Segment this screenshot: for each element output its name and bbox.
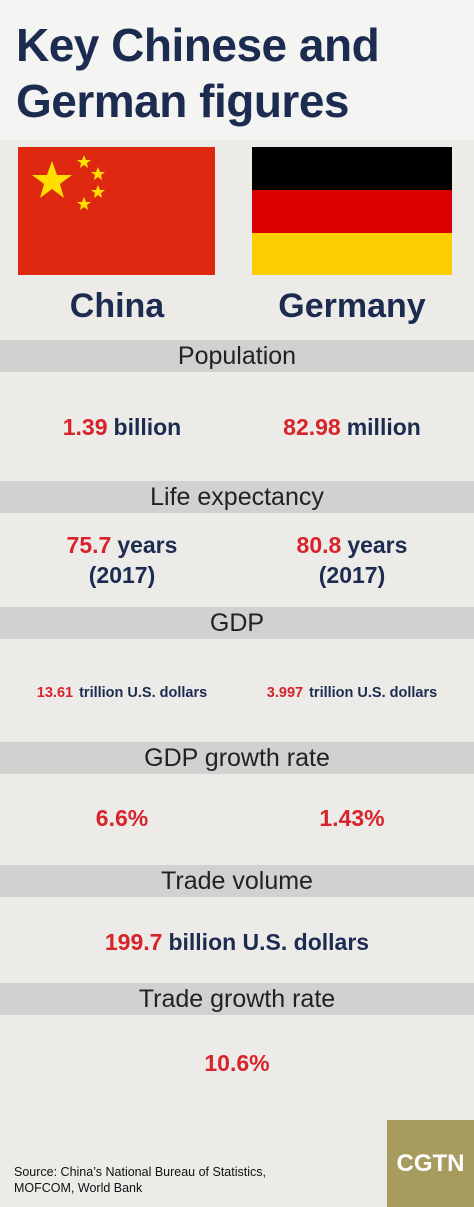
value-unit: trillion U.S. dollars — [79, 685, 208, 701]
value-line: 80.8 years — [230, 530, 474, 560]
value-unit: years — [347, 532, 408, 558]
value-note: (2017) — [318, 562, 386, 588]
logo: CGTN — [387, 1120, 474, 1207]
value: 1.39 billion — [0, 412, 244, 442]
value-unit: million — [346, 414, 421, 440]
value-unit: trillion U.S. dollars — [309, 685, 438, 701]
section-band — [0, 865, 474, 897]
section-band — [0, 340, 474, 372]
china-flag — [18, 147, 215, 275]
section-label: GDP — [209, 609, 265, 637]
value-line: 1.43% — [230, 803, 474, 833]
value: 6.6% — [0, 803, 244, 833]
value-unit: billion U.S. dollars — [168, 929, 370, 955]
source: MOFCOM, World Bank — [14, 1181, 143, 1195]
value-number: 13.61 — [36, 685, 74, 701]
value-line: 199.7 billion U.S. dollars — [0, 927, 474, 957]
value-number: 10.6% — [204, 1050, 270, 1076]
value-number: 199.7 — [104, 929, 163, 955]
value-line: 13.61 trillion U.S. dollars — [0, 678, 244, 708]
value-note: (2017) — [88, 562, 156, 588]
country-label: China — [69, 287, 165, 325]
section-band — [0, 481, 474, 513]
country-label: Germany — [278, 287, 426, 325]
title: Key Chinese and — [16, 19, 380, 71]
value-line: 82.98 million — [230, 412, 474, 442]
value: 199.7 billion U.S. dollars — [0, 927, 474, 957]
value: 13.61 trillion U.S. dollars — [0, 678, 244, 708]
value: 80.8 years (2017) — [230, 530, 474, 590]
section-label: Trade volume — [161, 867, 313, 895]
value-unit: billion — [113, 414, 182, 440]
value: 82.98 million — [230, 412, 474, 442]
value-line: 3.997 trillion U.S. dollars — [230, 678, 474, 708]
value-line: 6.6% — [0, 803, 244, 833]
title-block: Key Chinese and German figures — [0, 0, 474, 140]
section-label: Trade growth rate — [138, 985, 336, 1013]
source: Source: China’s National Bureau of Stati… — [14, 1165, 266, 1179]
value: 1.43% — [230, 803, 474, 833]
germany-flag — [252, 147, 452, 275]
section-band — [0, 983, 474, 1015]
value-number: 1.39 — [62, 414, 108, 440]
value-number: 3.997 — [266, 685, 304, 701]
value: 10.6% — [0, 1048, 474, 1078]
value-number: 6.6% — [95, 805, 149, 831]
section-band — [0, 607, 474, 639]
section-band — [0, 742, 474, 774]
value: 75.7 years (2017) — [0, 530, 244, 590]
value-line: 75.7 years — [0, 530, 244, 560]
value-number: 82.98 — [283, 414, 341, 440]
section-label: GDP growth rate — [144, 744, 330, 772]
section-label: Life expectancy — [150, 483, 324, 511]
value: 3.997 trillion U.S. dollars — [230, 678, 474, 708]
value-line: 1.39 billion — [0, 412, 244, 442]
title: German figures — [16, 75, 350, 127]
value-number: 80.8 — [296, 532, 342, 558]
value-number: 75.7 — [66, 532, 112, 558]
section-label: Population — [177, 342, 297, 370]
value-number: 1.43% — [319, 805, 385, 831]
value-line: 10.6% — [0, 1048, 474, 1078]
value-unit: years — [117, 532, 178, 558]
